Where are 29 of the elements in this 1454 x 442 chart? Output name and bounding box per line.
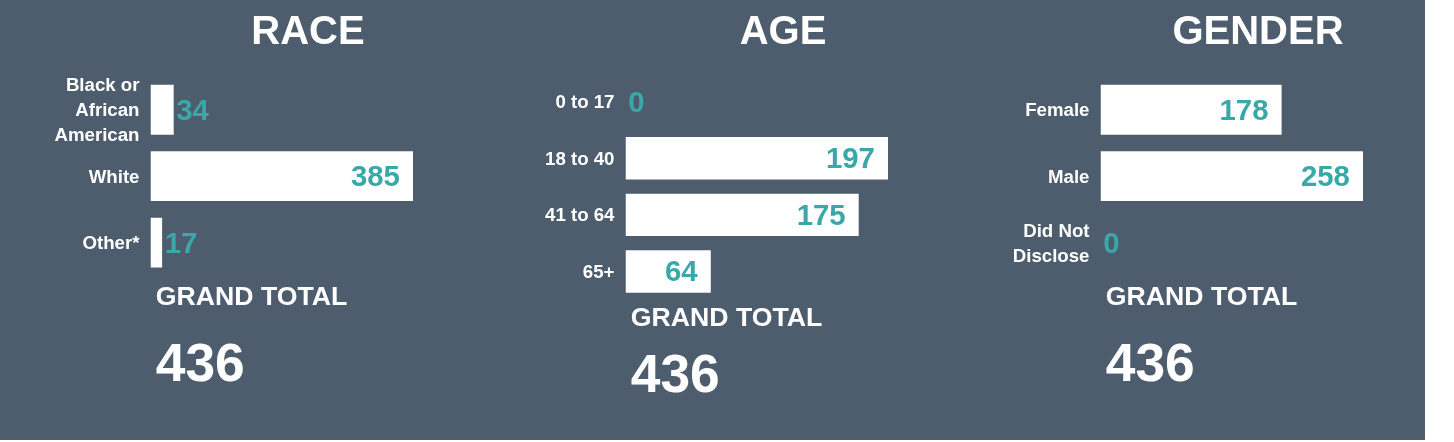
text: 436 bbox=[1105, 332, 1195, 392]
y-tick-label: 41 to 64 bbox=[545, 204, 616, 226]
chart-title: GENDER bbox=[1172, 7, 1344, 52]
data-label: 385 bbox=[350, 159, 400, 193]
text: GRAND TOTAL bbox=[1105, 280, 1298, 311]
y-tick-label: Did Not Disclose bbox=[1012, 219, 1090, 266]
text: GRAND TOTAL bbox=[630, 301, 823, 332]
data-label: 0 bbox=[628, 84, 645, 118]
y-tick-label: Male bbox=[1048, 165, 1090, 187]
data-label: 175 bbox=[796, 197, 846, 231]
data-label: 17 bbox=[164, 225, 198, 259]
y-tick-label: 18 to 40 bbox=[545, 147, 615, 169]
data-label: 64 bbox=[665, 254, 699, 288]
data-label: 178 bbox=[1219, 92, 1269, 126]
data-label: 197 bbox=[825, 141, 875, 175]
y-tick-label: Female bbox=[1025, 99, 1090, 121]
y-tick-label: 0 to 17 bbox=[555, 91, 615, 113]
data-label: 258 bbox=[1300, 159, 1350, 193]
data-label: 34 bbox=[176, 92, 210, 126]
chart-title: RACE bbox=[251, 7, 365, 52]
text: GRAND TOTAL bbox=[155, 280, 348, 311]
y-tick-label: 65+ bbox=[582, 260, 615, 282]
text: 436 bbox=[155, 332, 245, 392]
text: 436 bbox=[630, 343, 720, 403]
y-tick-label: Black or African American bbox=[54, 73, 140, 146]
data-label: 0 bbox=[1103, 225, 1120, 259]
y-tick-label: White bbox=[88, 165, 140, 187]
chart-title: AGE bbox=[739, 7, 827, 52]
y-tick-label: Other* bbox=[82, 232, 141, 254]
